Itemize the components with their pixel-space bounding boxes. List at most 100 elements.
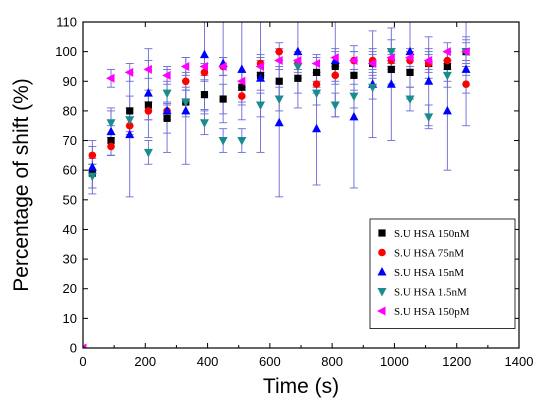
data-point <box>349 111 359 121</box>
data-point <box>236 76 246 86</box>
legend-item: S.U HSA 150pM <box>377 306 470 318</box>
data-point <box>238 92 246 100</box>
x-tick-label: 1400 <box>505 354 534 369</box>
data-point <box>275 77 283 85</box>
data-point <box>442 105 452 115</box>
data-point <box>144 107 153 115</box>
legend-marker <box>377 267 387 276</box>
x-tick-label: 200 <box>134 354 156 369</box>
data-point <box>143 88 153 97</box>
data-point <box>162 105 172 115</box>
data-point <box>424 113 434 122</box>
data-point <box>125 121 134 130</box>
legend-marker <box>378 229 386 237</box>
legend-label: S.U HSA 1.5nM <box>394 287 467 299</box>
data-point <box>312 68 321 76</box>
data-point <box>106 126 116 136</box>
data-point <box>87 172 97 182</box>
data-point <box>386 48 396 57</box>
data-point <box>88 151 97 160</box>
legend-item: S.U HSA 150nM <box>378 228 470 240</box>
data-point <box>83 343 87 348</box>
data-point <box>218 61 227 71</box>
data-point <box>461 47 470 57</box>
data-point <box>143 64 152 74</box>
data-point <box>443 62 451 71</box>
y-tick-label: 80 <box>63 103 77 118</box>
legend-label: S.U HSA 150nM <box>394 228 470 240</box>
data-point <box>423 56 433 66</box>
data-point <box>330 101 340 110</box>
data-point <box>181 105 191 115</box>
data-point <box>199 61 208 71</box>
data-point <box>387 65 395 74</box>
data-point <box>312 89 322 99</box>
data-point <box>386 53 395 63</box>
legend: S.U HSA 150nM S.U HSA 75nM S.U HSA 15nM S.U… <box>369 218 516 329</box>
y-tick-label: 50 <box>63 192 77 207</box>
data-point <box>443 56 452 65</box>
legend-item: S.U HSA 1.5nM <box>377 287 467 299</box>
data-point <box>350 71 358 79</box>
y-tick-label: 40 <box>63 222 77 237</box>
y-tick-label: 70 <box>63 133 77 148</box>
data-point <box>162 89 172 99</box>
data-point <box>181 98 191 108</box>
data-points <box>83 46 471 348</box>
data-point <box>219 95 227 103</box>
data-point <box>237 137 247 146</box>
legend-marker <box>378 248 386 257</box>
x-tick-label: 1000 <box>380 354 409 369</box>
y-tick-label: 10 <box>63 311 77 326</box>
data-point <box>405 95 415 105</box>
data-point <box>294 74 302 82</box>
data-point <box>106 119 116 128</box>
data-point <box>180 61 190 71</box>
data-point <box>405 46 415 56</box>
data-point <box>292 56 302 66</box>
data-point <box>275 47 284 56</box>
legend-label: S.U HSA 75nM <box>394 248 464 260</box>
data-point <box>87 162 97 171</box>
data-point <box>107 142 115 151</box>
x-tick-label: 0 <box>79 354 86 369</box>
data-point <box>218 137 228 146</box>
legend-box <box>369 218 516 329</box>
x-axis-title: Time (s) <box>263 375 339 398</box>
data-point <box>405 53 414 63</box>
data-point <box>143 148 153 158</box>
axis-ticks: 0 200 400 600 800 1000 1200 1400 0 10 20 30 40 50 60 70… <box>55 15 533 370</box>
data-point <box>181 77 190 86</box>
legend-marker <box>377 306 386 316</box>
data-point <box>330 53 339 63</box>
x-tick-label: 800 <box>321 354 343 369</box>
data-point <box>125 129 135 139</box>
data-point <box>293 62 303 72</box>
data-point <box>461 64 471 73</box>
legend-marker <box>377 288 387 297</box>
y-tick-label: 110 <box>56 15 77 30</box>
data-point <box>200 68 209 77</box>
data-point <box>442 47 451 57</box>
data-point <box>237 64 247 73</box>
data-point <box>274 117 284 127</box>
data-point <box>199 119 209 128</box>
data-point <box>349 92 359 102</box>
y-tick-label: 90 <box>63 74 77 89</box>
y-tick-label: 20 <box>63 281 77 296</box>
data-point <box>424 76 434 85</box>
data-point <box>311 58 321 68</box>
data-point <box>256 101 266 110</box>
data-point <box>255 61 265 71</box>
data-point <box>367 58 377 68</box>
data-point <box>462 80 470 89</box>
legend-item: S.U HSA 75nM <box>378 248 464 260</box>
data-point <box>163 114 171 122</box>
data-point <box>126 107 134 115</box>
y-tick-label: 30 <box>63 252 77 267</box>
data-point <box>107 136 115 145</box>
data-point <box>368 83 378 93</box>
data-point <box>200 91 209 99</box>
